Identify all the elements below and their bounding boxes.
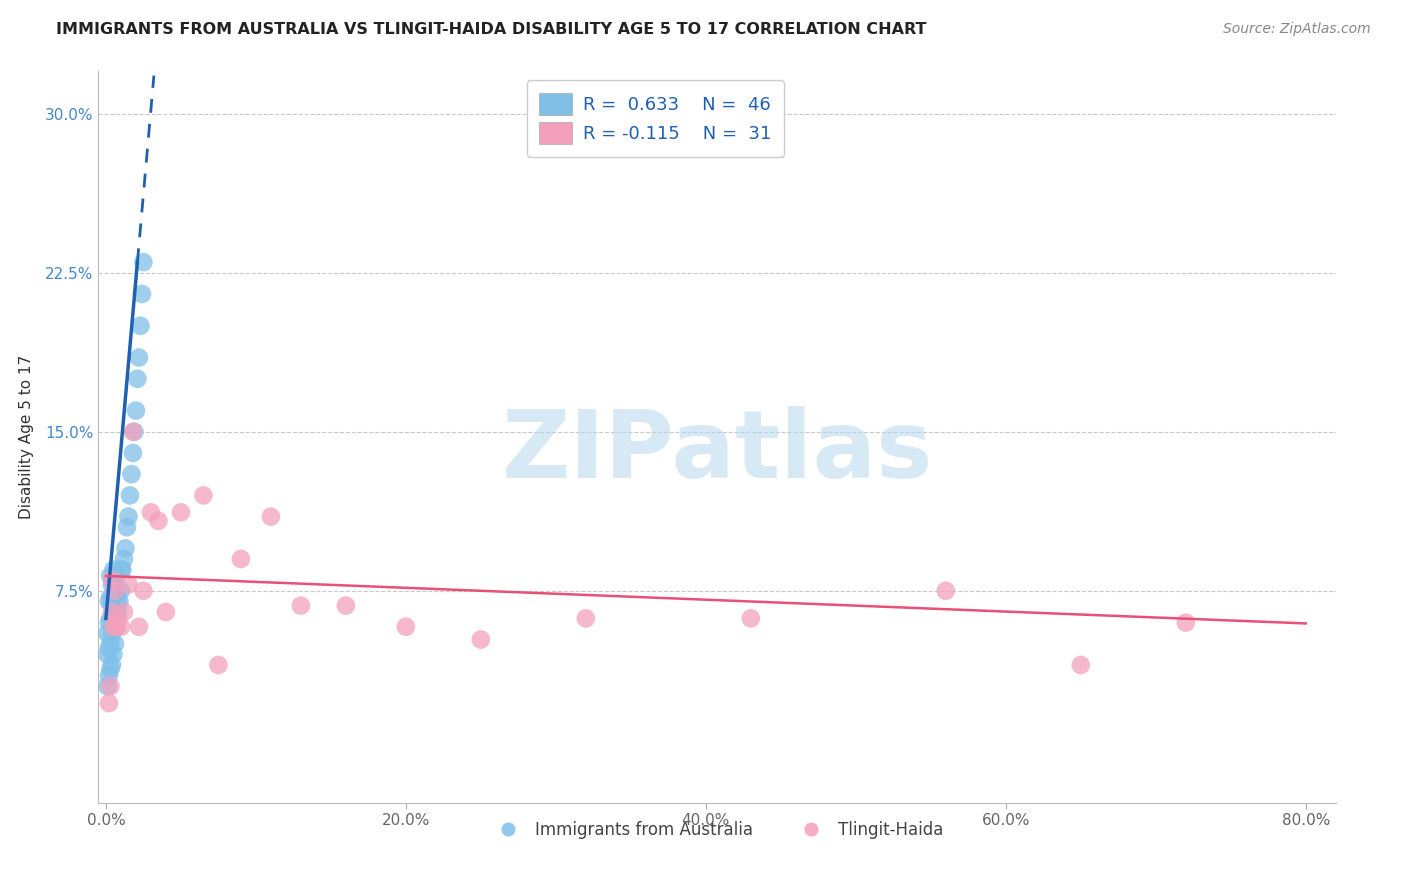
Point [122,425,145,439]
Point [122,446,145,460]
Point [107,611,129,625]
Point [104,583,127,598]
Point [110,620,132,634]
Point [115,520,138,534]
Point [96,648,118,662]
Point [335,599,357,613]
Point [148,514,170,528]
Point [155,605,177,619]
Point [125,403,148,417]
Point [139,505,162,519]
Point [101,626,124,640]
Point [104,637,127,651]
Point [103,590,125,604]
Point [101,599,124,613]
Point [395,620,418,634]
Point [290,599,312,613]
Point [103,620,125,634]
Point [97,668,120,682]
Point [105,620,128,634]
Point [132,255,155,269]
Point [127,372,149,386]
Point [100,611,122,625]
Point [107,583,129,598]
Point [229,552,252,566]
Point [100,569,122,583]
Point [124,425,146,439]
Point [117,509,139,524]
Point [1070,658,1092,673]
Point [100,590,122,604]
Point [97,640,120,655]
Point [97,594,120,608]
Point [107,605,129,619]
Point [101,577,124,591]
Point [207,658,229,673]
Point [96,626,118,640]
Point [112,605,135,619]
Point [128,351,150,365]
Legend: Immigrants from Australia, Tlingit-Haida: Immigrants from Australia, Tlingit-Haida [485,814,949,846]
Point [740,611,762,625]
Point [129,318,152,333]
Point [100,662,122,676]
Point [100,679,122,693]
Point [260,509,283,524]
Point [104,605,127,619]
Point [103,648,125,662]
Point [470,632,492,647]
Point [111,563,134,577]
Point [170,505,193,519]
Point [96,679,118,693]
Point [101,658,124,673]
Point [110,583,132,598]
Y-axis label: Disability Age 5 to 17: Disability Age 5 to 17 [18,355,34,519]
Point [103,615,125,630]
Point [103,563,125,577]
Point [1174,615,1197,630]
Point [101,573,124,587]
Point [575,611,598,625]
Point [112,552,135,566]
Point [114,541,136,556]
Point [132,583,155,598]
Point [108,594,131,608]
Point [131,287,153,301]
Point [105,569,128,583]
Text: Source: ZipAtlas.com: Source: ZipAtlas.com [1223,22,1371,37]
Point [101,605,124,619]
Point [97,696,120,710]
Point [128,620,150,634]
Point [100,637,122,651]
Point [97,615,120,630]
Point [117,577,139,591]
Point [120,467,142,482]
Point [105,620,128,634]
Point [118,488,141,502]
Text: IMMIGRANTS FROM AUSTRALIA VS TLINGIT-HAIDA DISABILITY AGE 5 TO 17 CORRELATION CH: IMMIGRANTS FROM AUSTRALIA VS TLINGIT-HAI… [56,22,927,37]
Point [104,577,127,591]
Point [105,594,128,608]
Text: ZIPatlas: ZIPatlas [502,406,932,498]
Point [193,488,215,502]
Point [110,563,132,577]
Point [935,583,957,598]
